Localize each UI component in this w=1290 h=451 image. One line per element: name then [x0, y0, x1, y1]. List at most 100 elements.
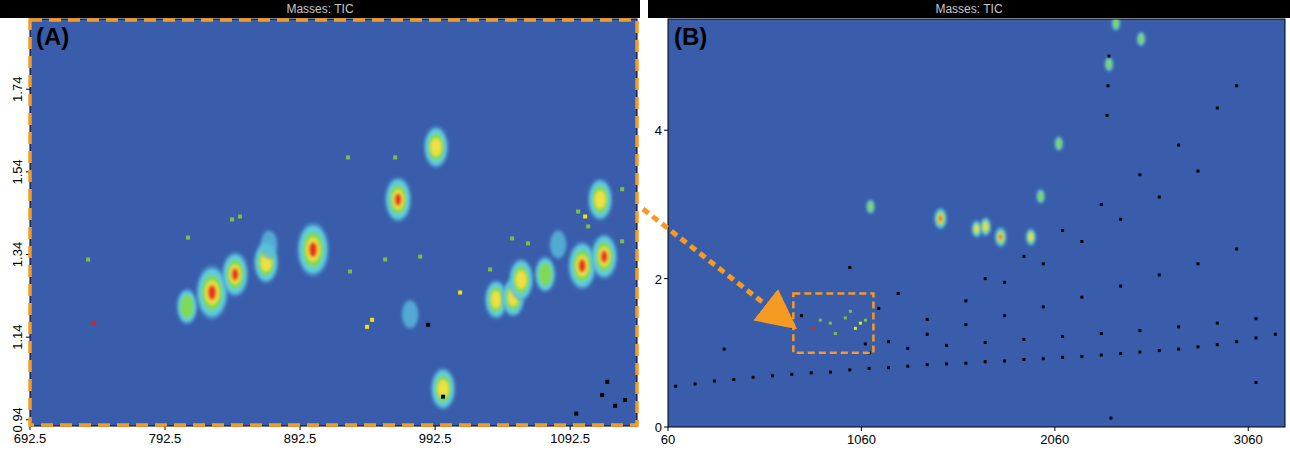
marker — [829, 322, 832, 325]
peak-outer — [1137, 33, 1145, 46]
marks — [674, 19, 1277, 420]
peak-halo — [260, 230, 277, 260]
marker — [694, 382, 697, 385]
marker — [887, 366, 890, 369]
peak-mid — [997, 230, 1005, 243]
peak-halo — [591, 234, 618, 279]
marker — [1107, 84, 1110, 87]
peak-outer — [178, 291, 196, 322]
title-strip — [0, 0, 640, 18]
peak-halo — [588, 178, 613, 220]
peak-mid — [982, 221, 989, 233]
marker — [849, 310, 852, 313]
x-tick-label: 60 — [661, 432, 675, 447]
peak — [1036, 189, 1045, 204]
marker — [906, 347, 909, 350]
marker — [964, 323, 967, 326]
marker — [771, 374, 774, 377]
marker — [1138, 329, 1141, 332]
x-tick — [1248, 427, 1249, 431]
peak-core — [601, 250, 608, 263]
marker — [1109, 417, 1112, 420]
y-tick — [26, 337, 30, 338]
peak-core — [578, 259, 585, 272]
peak-mid — [428, 133, 444, 161]
peak-core — [999, 234, 1002, 240]
peak — [297, 222, 329, 277]
peak-core — [395, 193, 402, 206]
x-tick — [861, 427, 862, 431]
marker — [732, 378, 735, 381]
marker — [964, 362, 967, 365]
marker — [620, 239, 624, 243]
marker — [848, 266, 851, 269]
peak-core — [208, 285, 216, 300]
marker — [1061, 335, 1064, 338]
marker — [620, 187, 624, 191]
peak-outer — [425, 129, 447, 166]
peak-mid — [592, 186, 608, 214]
peak-halo — [980, 217, 991, 236]
peak-halo — [866, 199, 875, 214]
peak-inner — [1029, 233, 1034, 241]
plot-area — [30, 19, 637, 426]
peak-mid — [1038, 191, 1044, 201]
x-tick — [570, 426, 571, 430]
y-tick-label: 1.14 — [10, 325, 25, 350]
marker — [1196, 170, 1199, 173]
marker — [1138, 351, 1141, 354]
zoom-arrow — [643, 209, 789, 323]
peak-mid — [489, 287, 504, 313]
peak-outer — [261, 232, 276, 258]
peak-outer — [867, 200, 875, 213]
peak-outer — [995, 228, 1005, 246]
marker — [897, 292, 900, 295]
peak — [1112, 19, 1121, 31]
y-tick — [26, 89, 30, 90]
marker — [723, 348, 726, 351]
x-tick-label: 1060 — [847, 432, 876, 447]
marker — [1216, 322, 1219, 325]
x-tick-label: 792.5 — [149, 431, 182, 446]
marker — [800, 314, 803, 317]
marker — [810, 371, 813, 374]
peak — [535, 256, 556, 292]
marker — [1138, 173, 1141, 176]
marker — [713, 380, 716, 383]
y-tick-label: 0.94 — [10, 407, 25, 432]
peak-outer — [1055, 137, 1063, 150]
y-tick-label: 1.34 — [10, 242, 25, 267]
peak-inner — [229, 264, 241, 284]
marker — [1254, 317, 1257, 320]
peak-halo — [176, 289, 197, 325]
y-tick-label: 4 — [655, 123, 662, 138]
x-tick-label: 1092.5 — [550, 431, 590, 446]
marker — [854, 327, 857, 330]
marker — [1119, 218, 1122, 221]
peak-inner — [306, 238, 320, 262]
peak-mid — [1056, 139, 1062, 149]
marker — [1216, 343, 1219, 346]
peak-halo — [1026, 228, 1036, 246]
peak — [866, 199, 875, 214]
marker — [576, 210, 580, 214]
marker — [418, 255, 422, 259]
plot-frame — [668, 19, 1285, 427]
x-tick-label: 2060 — [1040, 432, 1069, 447]
y-tick-label: 0 — [655, 420, 662, 435]
marker — [583, 215, 587, 219]
marker — [613, 404, 617, 408]
marker — [393, 155, 397, 159]
peak-mid — [226, 260, 243, 290]
peak-mid — [1027, 231, 1034, 242]
peak — [401, 300, 418, 330]
peak — [222, 252, 249, 297]
y-tick-label: 1.54 — [10, 159, 25, 184]
peak-halo — [1112, 19, 1121, 31]
marker — [1003, 281, 1006, 284]
marker — [1003, 359, 1006, 362]
marker — [1274, 333, 1277, 336]
peak-core — [939, 216, 942, 222]
peak-outer — [224, 255, 247, 294]
peak — [934, 208, 947, 230]
